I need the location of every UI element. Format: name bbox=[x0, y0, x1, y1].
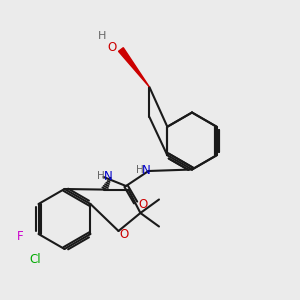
Polygon shape bbox=[118, 48, 149, 87]
Text: O: O bbox=[120, 228, 129, 241]
Text: Cl: Cl bbox=[30, 253, 41, 266]
Text: N: N bbox=[142, 164, 151, 177]
Text: O: O bbox=[139, 198, 148, 211]
Text: N: N bbox=[103, 169, 112, 183]
Text: H: H bbox=[136, 165, 144, 175]
Text: F: F bbox=[17, 230, 24, 244]
Text: H: H bbox=[97, 171, 105, 181]
Text: H: H bbox=[98, 31, 106, 41]
Text: O: O bbox=[107, 40, 116, 54]
